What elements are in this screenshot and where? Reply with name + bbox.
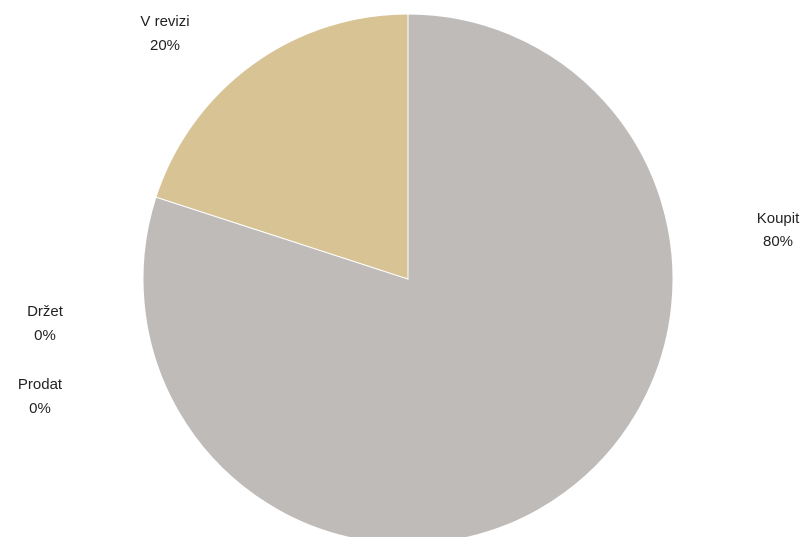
- slice-label-koupit: Koupit: [757, 210, 800, 227]
- slice-percent-prodat: 0%: [29, 400, 51, 417]
- pie-slice-v-revizi: [155, 13, 409, 280]
- pie-labels: Koupit 80% Držet 0% Prodat 0% V revizi 20%: [18, 13, 800, 417]
- slice-label-prodat: Prodat: [18, 376, 63, 393]
- slice-percent-dr-et: 0%: [34, 327, 56, 344]
- slice-percent-koupit: 80%: [763, 233, 793, 250]
- slice-percent-v-revizi: 20%: [150, 37, 180, 54]
- pie-slices: [142, 13, 674, 542]
- slice-label-dr-et: Držet: [27, 303, 64, 320]
- slice-label-v-revizi: V revizi: [140, 13, 189, 30]
